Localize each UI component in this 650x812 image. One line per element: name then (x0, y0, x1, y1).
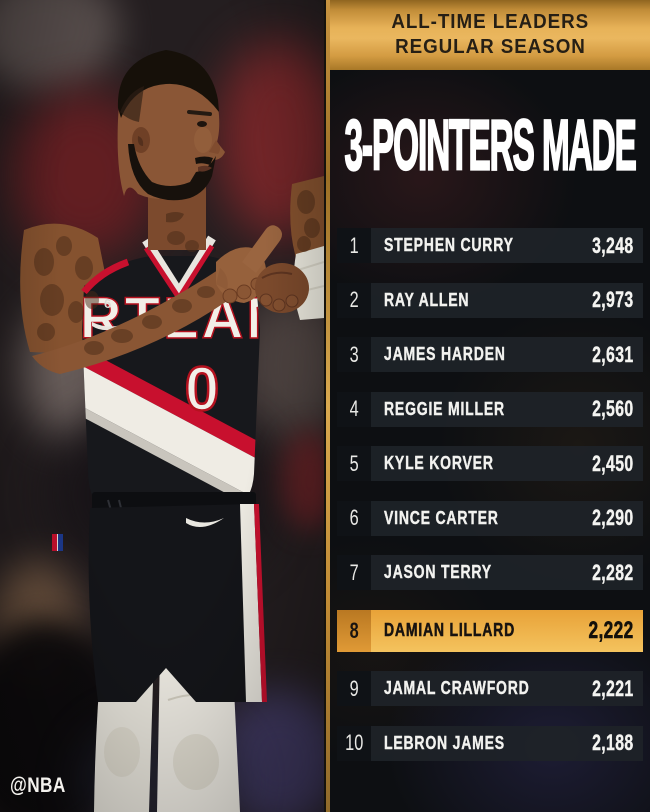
rank-number: 9 (349, 675, 359, 701)
player-name: STEPHEN CURRY (384, 235, 514, 255)
player-photo: RTLAND 0 6 (0, 0, 324, 812)
leaderboard-row: 7 JASON TERRY 2,282 (337, 555, 643, 590)
rank-cell: 1 (337, 228, 371, 263)
player-value: 2,450 (592, 450, 634, 476)
player-value: 3,248 (592, 232, 634, 258)
player-name: DAMIAN LILLARD (384, 620, 516, 641)
nike-swoosh-icon (186, 518, 224, 527)
rank-cell: 5 (337, 446, 371, 481)
player-value: 2,631 (592, 341, 634, 367)
rank-number: 6 (349, 505, 359, 530)
player-value: 2,282 (592, 559, 634, 585)
jersey-number: 0 (185, 355, 219, 424)
rank-cell: 4 (337, 391, 371, 427)
player-name: LEBRON JAMES (384, 732, 505, 753)
leaderboard-row: 9 JAMAL CRAWFORD 2,221 (337, 671, 643, 706)
nba-watermark: @NBA (10, 774, 66, 797)
player-name: KYLE KORVER (384, 453, 494, 473)
tattoos (34, 190, 320, 355)
player-name: VINCE CARTER (384, 507, 499, 528)
rank-cell: 10 (337, 725, 371, 761)
header-line2: REGULAR SEASON (394, 36, 586, 58)
rank-cell: 6 (337, 500, 371, 536)
leaderboard-row: 2 RAY ALLEN 2,973 (337, 282, 643, 318)
rank-cell: 9 (337, 671, 371, 706)
header-banner: ALL-TIME LEADERS REGULAR SEASON (330, 0, 650, 70)
leaderboard-panel: ALL-TIME LEADERS REGULAR SEASON 3-POINTE… (324, 0, 650, 812)
player-name: RAY ALLEN (384, 289, 470, 310)
rank-cell: 3 (337, 337, 371, 372)
player-illustration: RTLAND 0 6 (20, 50, 324, 812)
stat-title: 3-POINTERS MADE (344, 104, 637, 187)
player-value: 2,221 (592, 675, 634, 701)
photo-vignette (0, 0, 324, 812)
rank-cell: 2 (337, 282, 371, 318)
leaderboard-row: 10 LEBRON JAMES 2,188 (337, 725, 643, 761)
player-name: JAMES HARDEN (384, 344, 506, 364)
rank-number: 8 (349, 617, 359, 643)
player-value: 2,560 (592, 396, 634, 421)
player-value: 2,222 (588, 616, 634, 644)
rank-cell: 7 (337, 555, 371, 590)
header-line1: ALL-TIME LEADERS (391, 11, 589, 33)
leaderboard-row: 6 VINCE CARTER 2,290 (337, 500, 643, 536)
player-name: JASON TERRY (384, 562, 492, 582)
player-value: 2,290 (592, 505, 634, 530)
player-value: 2,973 (592, 287, 634, 312)
rank-cell: 8 (337, 609, 371, 652)
gold-accent-stripe (324, 0, 330, 812)
leaderboard-row: 4 REGGIE MILLER 2,560 (337, 391, 643, 427)
crowd-blur (282, 430, 324, 530)
nba-logo-patch (52, 534, 63, 551)
rank-number: 5 (349, 450, 359, 476)
leaderboard-row: 1 STEPHEN CURRY 3,248 (337, 228, 643, 263)
leaderboard-row: 5 KYLE KORVER 2,450 (337, 446, 643, 481)
rank-number: 1 (349, 232, 359, 258)
rank-number: 2 (349, 287, 359, 312)
leaderboard-rows: 1 STEPHEN CURRY 3,248 2 RAY ALLEN 2,973 … (337, 228, 643, 761)
nike-swoosh-icon (92, 322, 129, 331)
rank-number: 3 (349, 341, 359, 367)
rank-number: 10 (344, 730, 364, 755)
player-name: JAMAL CRAWFORD (384, 678, 530, 698)
rank-number: 4 (349, 396, 359, 421)
rank-number: 7 (349, 559, 359, 585)
player-name: REGGIE MILLER (384, 398, 505, 419)
jersey-patch-6: 6 (104, 296, 111, 311)
leaderboard-row: 8 DAMIAN LILLARD 2,222 (337, 609, 643, 652)
player-value: 2,188 (592, 730, 634, 755)
leaderboard-row: 3 JAMES HARDEN 2,631 (337, 337, 643, 372)
